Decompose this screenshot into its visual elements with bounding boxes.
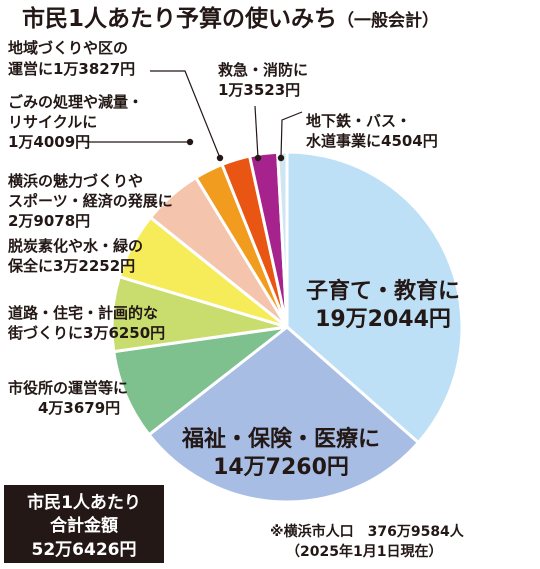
- slice-label-5-line-2: 保全に3万2252円: [7, 257, 135, 275]
- chart-title: 市民1人あたり予算の使いみち（一般会計）: [22, 5, 439, 32]
- slice-label-6-line-1: 横浜の魅力づくりや: [8, 172, 143, 190]
- slice-label-5-line-1: 脱炭素化や水・緑の: [8, 237, 143, 255]
- slice-label-6-line-3: 2万9078円: [8, 212, 90, 230]
- slice-label-8-line-2: 運営に1万3827円: [8, 60, 135, 78]
- slice-label-4-line-1: 道路・住宅・計画的な: [8, 304, 158, 322]
- slice-label-2-line-1: 福祉・保険・医療に: [181, 426, 380, 452]
- slice-label-7: ごみの処理や減量・リサイクルに 1万4009円: [8, 93, 143, 151]
- slice-label-7-line-3: 1万4009円: [8, 133, 90, 151]
- slice-label-10-line-2: 水道事業に4504円: [306, 132, 438, 150]
- slice-label-4: 道路・住宅・計画的な街づくりに3万6250円: [7, 304, 165, 342]
- population-note: ※横浜市人口 376万9584人 （2025年1月1日現在）: [270, 523, 465, 560]
- slice-label-5: 脱炭素化や水・緑の保全に3万2252円: [7, 237, 143, 275]
- slice-label-8: 地域づくりや区の運営に1万3827円: [8, 39, 135, 78]
- leader-dot-7: [186, 138, 194, 146]
- pie-slice-3: [112, 325, 289, 437]
- pie-slices: [110, 150, 464, 504]
- slice-label-3-line-2: 4万3679円: [38, 399, 120, 417]
- leader-line-8: [150, 70, 221, 159]
- slice-label-9: 救急・消防に 1万3523円: [218, 61, 308, 99]
- pie-slice-10: [276, 150, 289, 329]
- slice-label-10: 地下鉄・バス・水道事業に4504円: [306, 112, 438, 150]
- leader-dot-8: [216, 154, 224, 162]
- total-line-1: 市民1人あたり: [27, 492, 141, 513]
- pie-slice-1: [285, 150, 464, 445]
- pie-slice-2: [147, 325, 420, 504]
- leader-dot-10: [277, 154, 285, 162]
- slice-label-10-line-1: 地下鉄・バス・: [306, 112, 411, 130]
- leader-dot-9: [254, 154, 262, 162]
- leader-line-9: [254, 105, 259, 159]
- slice-label-6: 横浜の魅力づくりやスポーツ・経済の発展に 2万9078円: [8, 172, 173, 230]
- slice-label-8-line-1: 地域づくりや区の: [8, 39, 128, 57]
- slice-label-1-line-2: 19万2044円: [315, 307, 451, 332]
- leader-lines: [86, 70, 303, 162]
- note-line-1: ※横浜市人口 376万9584人: [270, 523, 465, 540]
- slice-label-2: 福祉・保険・医療に 14万7260円: [181, 426, 380, 480]
- slice-label-3-line-1: 市役所の運営等に: [8, 379, 128, 397]
- note-line-2: （2025年1月1日現在）: [286, 543, 442, 560]
- slice-label-4-line-2: 街づくりに3万6250円: [7, 324, 165, 342]
- slice-label-9-line-2: 1万3523円: [218, 81, 300, 99]
- slice-label-3: 市役所の運営等に 4万3679円: [8, 379, 128, 417]
- slice-label-1-line-1: 子育て・教育に: [306, 278, 460, 304]
- chart-subtitle: （一般会計）: [337, 10, 439, 31]
- slice-label-7-line-2: リサイクルに: [8, 113, 97, 131]
- slice-label-1: 子育て・教育に 19万2044円: [306, 278, 460, 332]
- total-amount: 52万6426円: [32, 540, 137, 560]
- chart-title-main: 市民1人あたり予算の使いみち: [22, 5, 337, 32]
- slice-label-9-line-1: 救急・消防に: [218, 61, 308, 79]
- slice-label-6-line-2: スポーツ・経済の発展に: [8, 192, 173, 210]
- slice-label-2-line-2: 14万7260円: [213, 455, 349, 480]
- total-box: 市民1人あたり 合計金額 52万6426円: [4, 485, 164, 563]
- total-box-background: [4, 485, 164, 563]
- leader-line-10: [280, 111, 303, 159]
- slice-label-7-line-1: ごみの処理や減量・: [8, 93, 143, 111]
- total-line-2: 合計金額: [50, 515, 118, 536]
